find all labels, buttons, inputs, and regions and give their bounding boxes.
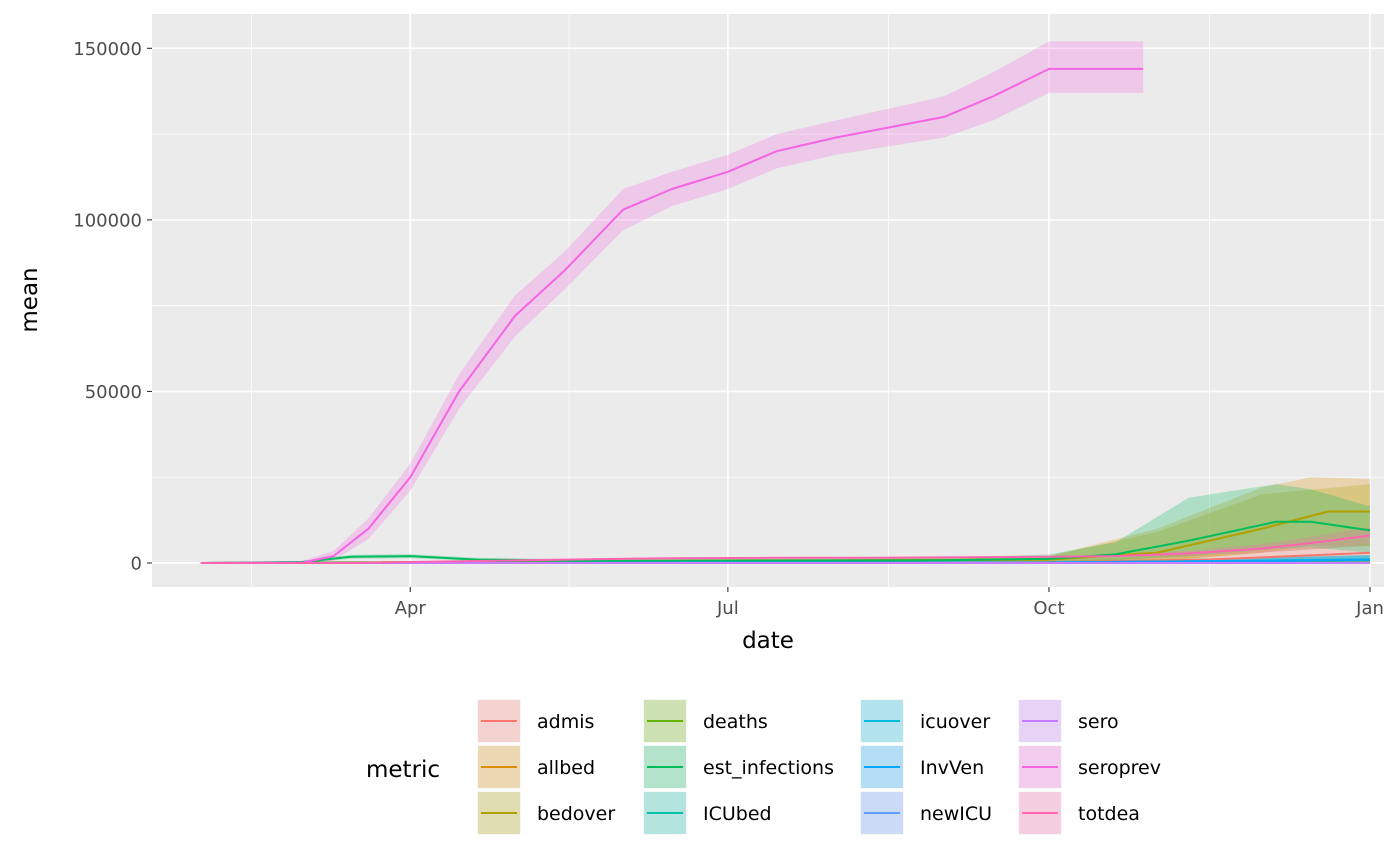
x-axis-title: date [742,628,794,654]
legend: metric admis allbed bedover deaths est_infec… [366,698,1161,836]
legend-label: bedover [537,803,615,825]
legend-label: icuover [920,711,990,733]
legend-item-newICU: newICU [859,790,992,836]
legend-item-bedover: bedover [476,790,615,836]
minor-gridlines [152,14,1384,587]
legend-item-sero: sero [1017,698,1119,744]
line-seroprev [200,67,1144,564]
x-tick-label: Apr [395,598,427,619]
legend-label: InvVen [920,757,984,779]
legend-label: seroprev [1078,757,1161,779]
legend-label: sero [1078,711,1119,733]
y-axis: 0 50000 100000 150000 [73,39,152,574]
legend-item-seroprev: seroprev [1017,744,1161,790]
legend-item-allbed: allbed [476,744,595,790]
x-tick-label: Oct [1033,598,1064,619]
plot-panel [152,14,1384,587]
y-tick-label: 0 [131,553,142,574]
legend-item-est_infections: est_infections [642,744,834,790]
x-tick-label: Jan [1355,598,1384,619]
legend-label: totdea [1078,803,1140,825]
legend-item-totdea: totdea [1017,790,1140,836]
line-est_infections [200,520,1371,564]
line-layer [200,67,1371,564]
y-tick-label: 50000 [85,382,142,403]
legend-label: est_infections [703,757,834,779]
legend-label: allbed [537,757,595,779]
y-tick-label: 100000 [73,210,142,231]
legend-label: deaths [703,711,768,733]
x-tick-label: Jul [716,598,739,619]
legend-label: admis [537,711,594,733]
legend-item-InvVen: InvVen [859,744,984,790]
x-axis: Apr Jul Oct Jan [395,587,1384,619]
line-totdea [200,534,1371,564]
legend-title: metric [366,757,440,783]
y-tick-label: 150000 [73,39,142,60]
legend-label: newICU [920,803,992,825]
legend-label: ICUbed [703,803,772,825]
legend-item-ICUbed: ICUbed [642,790,772,836]
legend-item-icuover: icuover [859,698,990,744]
ribbon-est_infections [200,484,1370,563]
y-axis-title: mean [17,267,43,332]
legend-item-admis: admis [476,698,594,744]
legend-item-deaths: deaths [642,698,768,744]
